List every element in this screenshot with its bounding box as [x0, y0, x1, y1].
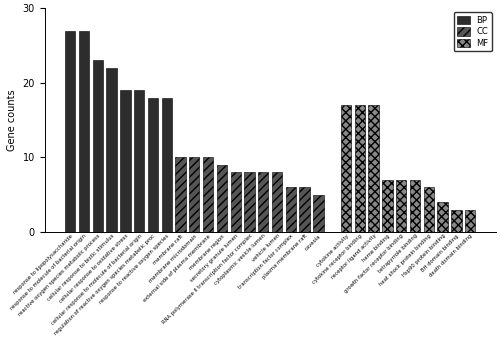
Bar — [272, 172, 282, 232]
Bar — [424, 187, 434, 232]
Bar — [382, 180, 392, 232]
Bar — [120, 90, 130, 232]
Y-axis label: Gene counts: Gene counts — [7, 89, 17, 151]
Bar — [258, 172, 268, 232]
Bar — [410, 180, 420, 232]
Bar — [286, 187, 296, 232]
Bar — [465, 209, 475, 232]
Bar — [368, 105, 379, 232]
Bar — [300, 187, 310, 232]
Bar — [176, 157, 186, 232]
Bar — [438, 202, 448, 232]
Bar — [79, 31, 89, 232]
Bar — [354, 105, 365, 232]
Bar — [203, 157, 213, 232]
Bar — [92, 61, 103, 232]
Bar — [216, 165, 227, 232]
Bar — [134, 90, 144, 232]
Bar — [451, 209, 462, 232]
Bar — [106, 68, 117, 232]
Bar — [396, 180, 406, 232]
Bar — [189, 157, 200, 232]
Bar — [314, 194, 324, 232]
Bar — [341, 105, 351, 232]
Bar — [244, 172, 254, 232]
Bar — [230, 172, 241, 232]
Bar — [148, 98, 158, 232]
Legend: BP, CC, MF: BP, CC, MF — [454, 12, 492, 51]
Bar — [65, 31, 76, 232]
Bar — [162, 98, 172, 232]
